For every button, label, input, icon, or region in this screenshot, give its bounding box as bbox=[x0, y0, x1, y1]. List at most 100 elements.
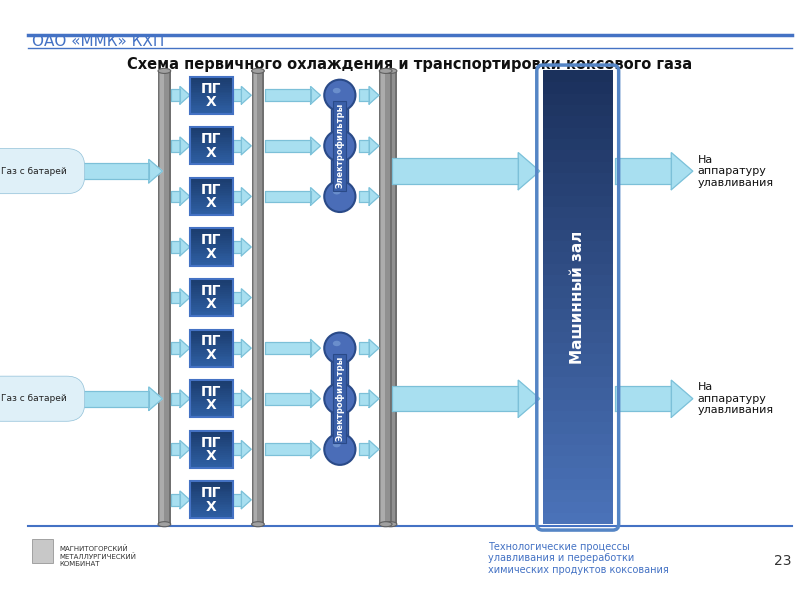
Bar bbox=[171, 140, 180, 152]
Polygon shape bbox=[242, 289, 251, 307]
Bar bbox=[190, 302, 233, 305]
Text: Х: Х bbox=[206, 95, 217, 109]
Bar bbox=[190, 110, 233, 112]
Bar bbox=[190, 284, 233, 286]
Bar bbox=[190, 179, 233, 182]
Ellipse shape bbox=[384, 521, 397, 527]
Bar bbox=[190, 190, 233, 193]
Bar bbox=[233, 342, 242, 354]
Bar bbox=[190, 481, 233, 518]
Bar bbox=[190, 364, 233, 367]
Bar bbox=[171, 89, 180, 101]
Polygon shape bbox=[242, 340, 251, 357]
Circle shape bbox=[324, 181, 355, 212]
Bar bbox=[542, 354, 613, 365]
Polygon shape bbox=[242, 188, 251, 205]
Bar bbox=[190, 442, 233, 444]
Bar bbox=[359, 89, 369, 101]
Bar bbox=[614, 386, 671, 412]
Bar bbox=[542, 410, 613, 422]
Bar bbox=[252, 71, 264, 524]
Bar bbox=[542, 445, 613, 456]
Bar bbox=[190, 241, 233, 243]
Bar bbox=[542, 82, 613, 94]
Ellipse shape bbox=[252, 521, 264, 527]
Text: ПГ: ПГ bbox=[201, 82, 222, 95]
Text: ПГ: ПГ bbox=[201, 132, 222, 146]
Bar bbox=[190, 106, 233, 108]
Polygon shape bbox=[369, 340, 379, 357]
Bar bbox=[233, 494, 242, 506]
Bar bbox=[190, 102, 233, 104]
Ellipse shape bbox=[158, 68, 170, 73]
Bar bbox=[190, 243, 233, 245]
Ellipse shape bbox=[158, 521, 170, 527]
Bar bbox=[190, 347, 233, 350]
Bar bbox=[190, 288, 233, 290]
Bar bbox=[190, 259, 233, 262]
Bar bbox=[190, 158, 233, 161]
Bar bbox=[384, 71, 397, 524]
Bar bbox=[171, 494, 180, 506]
Bar bbox=[190, 181, 233, 184]
Bar bbox=[190, 279, 233, 316]
Bar bbox=[542, 376, 613, 388]
Text: Газ с батарей: Газ с батарей bbox=[1, 167, 66, 176]
Bar bbox=[190, 436, 233, 438]
Polygon shape bbox=[671, 152, 693, 190]
Ellipse shape bbox=[379, 521, 392, 527]
Bar bbox=[190, 304, 233, 307]
Text: Х: Х bbox=[206, 449, 217, 463]
Bar bbox=[50, 391, 149, 407]
Bar bbox=[190, 402, 233, 404]
Bar bbox=[190, 286, 233, 289]
Bar bbox=[190, 250, 233, 253]
Bar bbox=[233, 89, 242, 101]
Bar bbox=[190, 104, 233, 106]
Bar bbox=[190, 143, 233, 146]
Bar bbox=[190, 397, 233, 399]
Bar bbox=[542, 308, 613, 320]
Bar bbox=[190, 211, 233, 213]
Bar bbox=[190, 187, 233, 189]
Bar bbox=[190, 391, 233, 393]
Bar bbox=[190, 147, 233, 149]
Bar bbox=[190, 108, 233, 110]
Polygon shape bbox=[369, 440, 379, 458]
Bar bbox=[190, 355, 233, 358]
Bar bbox=[393, 386, 518, 412]
Ellipse shape bbox=[384, 68, 397, 73]
Bar bbox=[190, 415, 233, 417]
Bar bbox=[190, 112, 233, 114]
Text: ПГ: ПГ bbox=[201, 233, 222, 247]
Text: Электрофильтры: Электрофильтры bbox=[335, 103, 344, 188]
Bar bbox=[542, 241, 613, 252]
Bar bbox=[190, 352, 233, 353]
Text: ПГ: ПГ bbox=[201, 334, 222, 349]
Bar bbox=[542, 501, 613, 513]
Bar bbox=[190, 212, 233, 215]
Polygon shape bbox=[149, 387, 162, 410]
Bar bbox=[190, 357, 233, 359]
Bar bbox=[190, 413, 233, 415]
Bar bbox=[190, 138, 233, 140]
Bar bbox=[190, 462, 233, 464]
Text: ПГ: ПГ bbox=[201, 486, 222, 500]
Bar bbox=[171, 241, 180, 253]
Bar bbox=[190, 404, 233, 406]
Bar bbox=[254, 71, 258, 524]
Polygon shape bbox=[180, 188, 190, 205]
Bar bbox=[542, 93, 613, 105]
Bar bbox=[190, 196, 233, 198]
Bar bbox=[359, 191, 369, 202]
Bar bbox=[542, 218, 613, 230]
Bar bbox=[190, 140, 233, 142]
Bar bbox=[190, 451, 233, 453]
Text: Х: Х bbox=[206, 196, 217, 210]
Bar bbox=[190, 406, 233, 408]
Bar bbox=[190, 398, 233, 401]
Bar bbox=[190, 383, 233, 386]
Text: 23: 23 bbox=[774, 554, 791, 568]
Bar bbox=[190, 252, 233, 254]
Bar bbox=[190, 385, 233, 388]
